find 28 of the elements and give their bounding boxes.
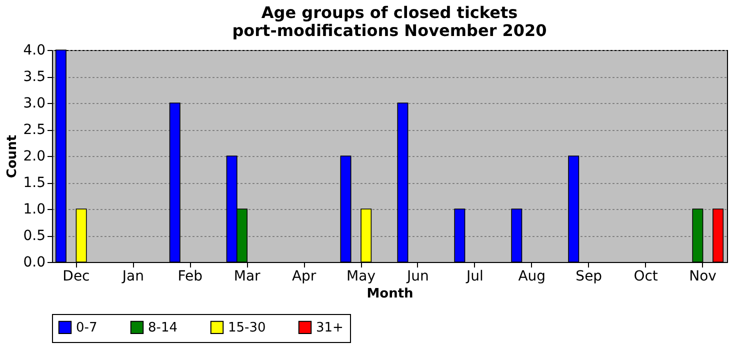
y-tick-label: 0.5	[23, 228, 46, 244]
y-tick-label: 3.5	[23, 69, 46, 85]
x-tick-label: Feb	[178, 268, 203, 284]
x-tick-label: Oct	[634, 268, 658, 284]
legend-label: 15-30	[228, 320, 266, 336]
x-tick-label: Dec	[62, 268, 90, 284]
x-tick-label: Jul	[465, 268, 484, 284]
x-tick-label: Mar	[234, 268, 261, 284]
y-axis-title: Count	[5, 134, 20, 178]
x-tick-label: Aug	[518, 268, 546, 284]
y-tick-label: 2.0	[23, 148, 46, 164]
y-tick-label: 2.5	[23, 122, 46, 138]
chart-title: Age groups of closed tickets port-modifications November 2020	[232, 3, 547, 40]
legend-label: 0-7	[76, 320, 98, 336]
y-tick-label: 4.0	[23, 42, 46, 58]
x-axis-title: Month	[366, 286, 414, 302]
x-tick-label: Nov	[689, 268, 716, 284]
y-tick-label: 1.5	[23, 175, 46, 191]
x-tick-label: Apr	[292, 268, 316, 284]
y-tick-label: 1.0	[23, 202, 46, 218]
x-tick-label: Sep	[576, 268, 602, 284]
y-tick-label: 3.0	[23, 96, 46, 112]
x-tick-label: Jan	[121, 268, 144, 284]
legend-label: 31+	[316, 320, 344, 336]
legend-label: 8-14	[148, 320, 178, 336]
x-tick-label: May	[346, 268, 376, 284]
y-tick-label: 0.0	[23, 254, 46, 270]
x-tick-label: Jun	[406, 268, 429, 284]
